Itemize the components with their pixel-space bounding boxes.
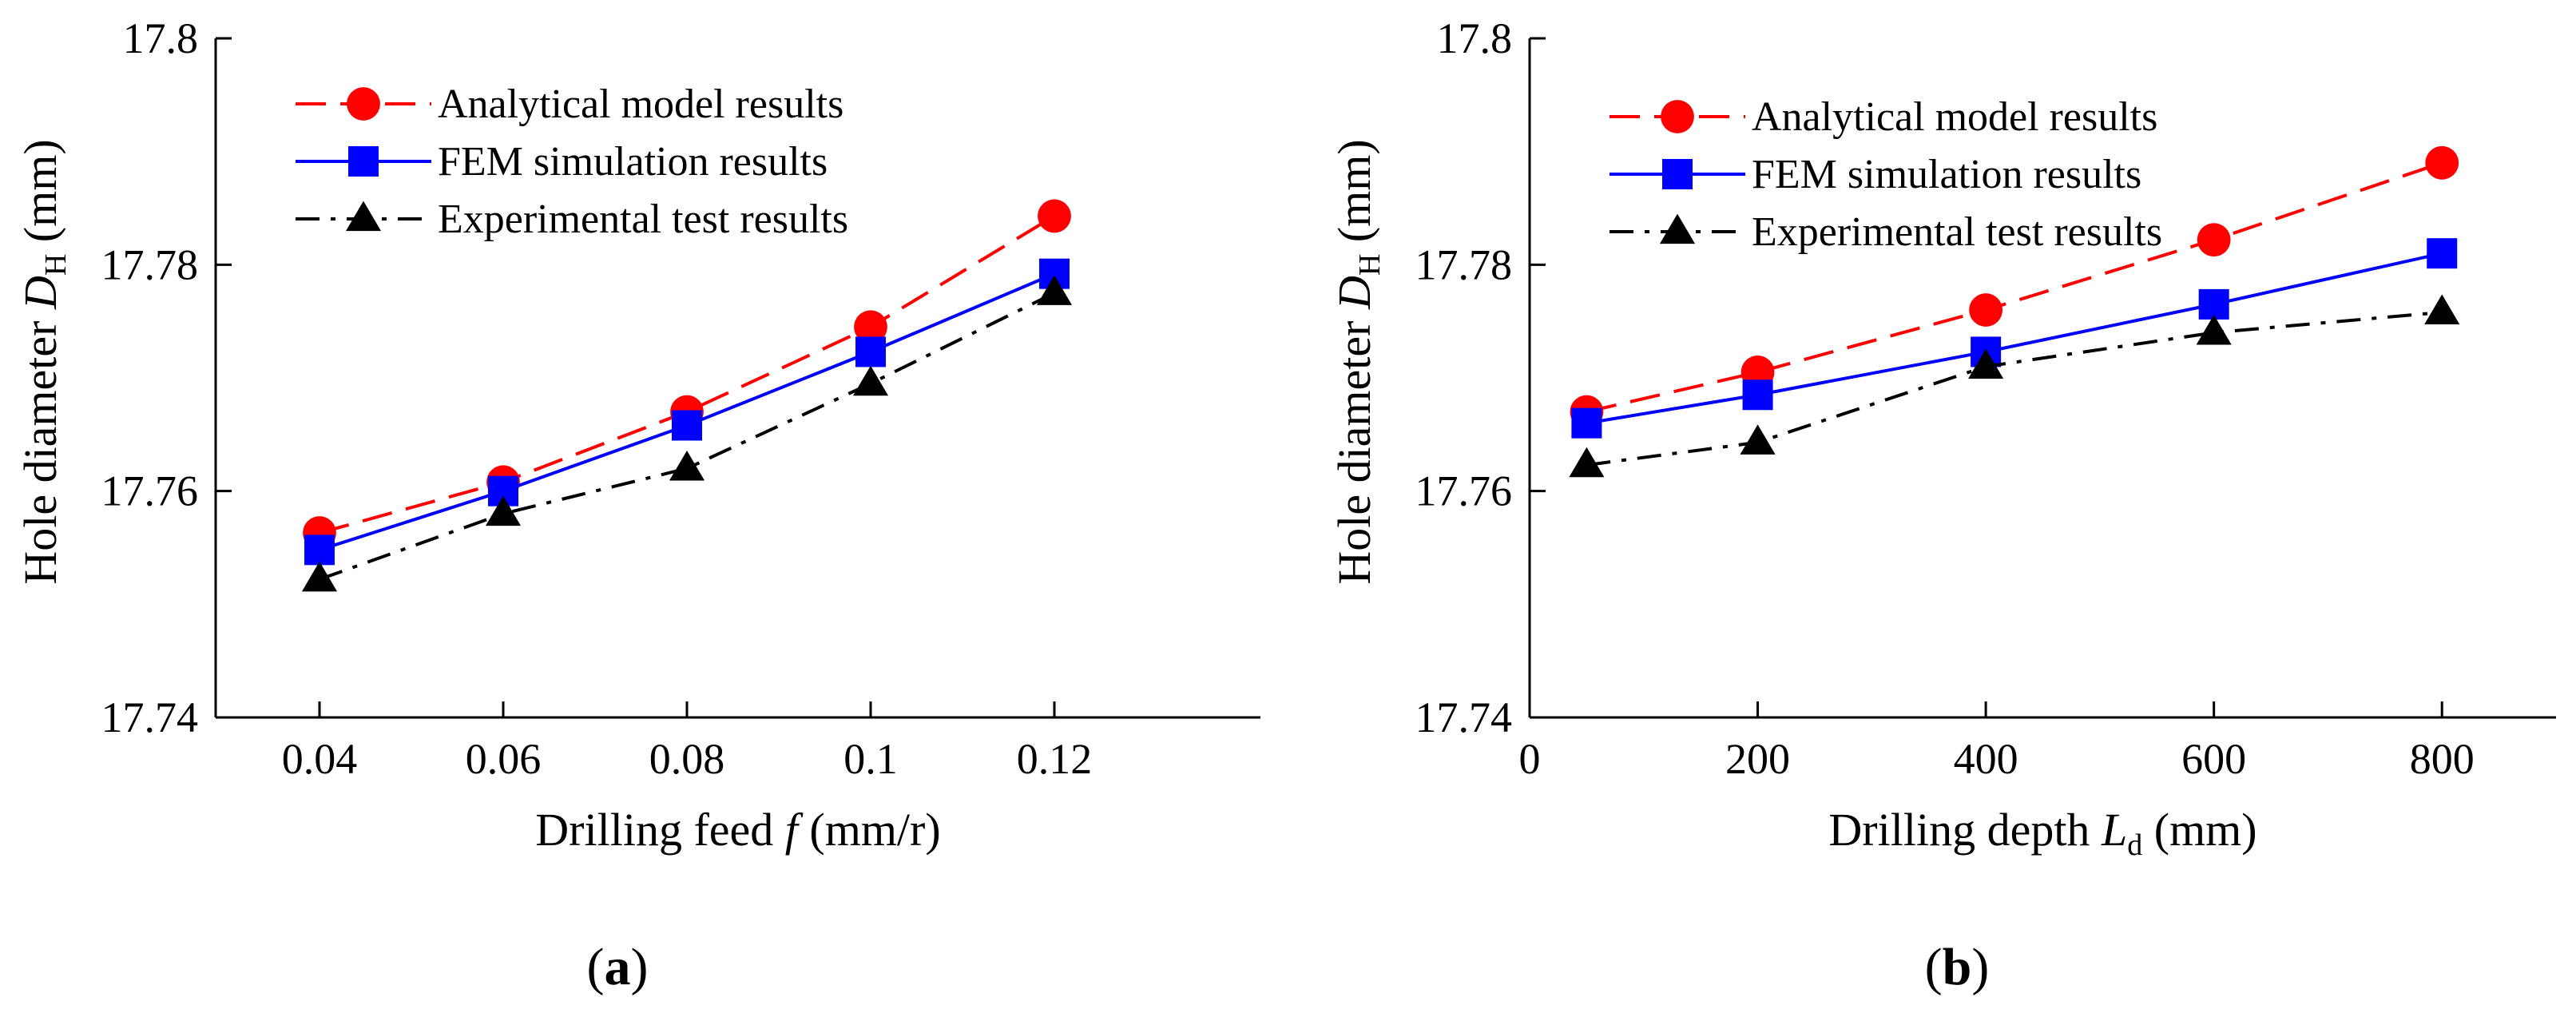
y-axis-title-unit: (mm) (14, 139, 66, 253)
y-axis-title-variable: D (1328, 276, 1380, 310)
y-axis-title-text: Hole diameter (1328, 309, 1380, 585)
panel-caption-close-paren: ) (631, 938, 649, 996)
panel-caption-letter: a (605, 938, 631, 996)
data-point-triangle (485, 495, 522, 526)
y-axis-title-variable: D (14, 276, 66, 310)
data-point-square (304, 534, 335, 566)
data-point-circle (2425, 145, 2459, 180)
data-point-triangle (852, 365, 889, 396)
series-square (1571, 238, 2458, 439)
legend-label: FEM simulation results (1752, 152, 2141, 197)
panel-caption: (a) (587, 938, 649, 996)
x-tick-label: 0 (1519, 735, 1541, 783)
legend-label: FEM simulation results (438, 139, 828, 185)
x-tick-label: 200 (1725, 735, 1790, 783)
x-axis-title-variable: L (2101, 804, 2127, 856)
data-point-triangle (1036, 275, 1073, 305)
x-axis-title-subscript: d (2127, 828, 2142, 862)
y-tick-label: 17.8 (1437, 14, 1513, 62)
x-axis-title-unit: (mm/r) (798, 804, 941, 856)
data-point-circle (1038, 199, 1071, 233)
legend-marker-triangle (1659, 213, 1696, 244)
data-point-square (1571, 407, 1602, 439)
y-axis-title-text: Hole diameter (14, 309, 66, 585)
y-axis-title: Hole diameter DH (mm) (14, 139, 73, 584)
data-point-triangle (1968, 348, 2004, 379)
series-line (319, 214, 1056, 535)
data-point-circle (1969, 293, 2003, 327)
chart-panel-b: 17.74 17.76 17.78 17.8 0 200 400 600 800 Drilling… (1328, 14, 2556, 996)
y-tick-label: 17.74 (1415, 693, 1513, 741)
y-axis-title-subscript: H (1353, 254, 1387, 276)
legend-marker-square (348, 146, 379, 177)
data-point-triangle (669, 450, 705, 481)
data-point-triangle (1740, 424, 1776, 455)
series-line (1586, 310, 2443, 467)
data-point-circle (854, 310, 887, 344)
y-tick-label: 17.78 (101, 240, 199, 288)
data-point-triangle (2196, 314, 2232, 345)
data-point-square (855, 336, 886, 367)
panel-caption-open-paren: ( (587, 938, 605, 996)
legend-label: Experimental test results (1752, 209, 2162, 255)
legend-label: Analytical model results (1752, 94, 2157, 140)
x-tick-label: 0.04 (282, 735, 358, 783)
x-axis-title: Drilling depth Ld (mm) (1828, 804, 2256, 862)
series-circle (303, 199, 1071, 550)
x-tick-label: 0.06 (466, 735, 542, 783)
series-triangle (301, 275, 1073, 592)
y-tick-label: 17.78 (1415, 240, 1513, 288)
y-tick-label: 17.8 (123, 14, 199, 62)
series-triangle (1569, 294, 2460, 478)
legend: Analytical model results FEM simulation r… (296, 81, 848, 242)
series-square (304, 258, 1070, 566)
x-tick-label: 0.1 (843, 735, 898, 783)
y-axis-title: Hole diameter DH (mm) (1328, 139, 1387, 584)
y-axis-title-unit: (mm) (1328, 139, 1380, 253)
x-tick-label: 800 (2410, 735, 2475, 783)
data-point-triangle (2424, 294, 2460, 324)
x-tick-label: 0.12 (1017, 735, 1093, 783)
legend-marker-square (1662, 159, 1693, 189)
legend-marker-circle (1661, 100, 1694, 133)
data-point-triangle (1569, 447, 1605, 478)
legend-label: Analytical model results (438, 81, 843, 127)
data-point-square (2198, 288, 2229, 320)
panel-caption: (b) (1925, 938, 1990, 996)
panel-caption-open-paren: ( (1925, 938, 1943, 996)
legend-label: Experimental test results (438, 197, 848, 242)
data-point-square (1742, 379, 1773, 411)
data-point-square (2427, 238, 2458, 269)
y-tick-label: 17.76 (101, 467, 199, 515)
x-axis-title-text: Drilling depth (1828, 804, 2102, 856)
legend: Analytical model results FEM simulation r… (1610, 94, 2162, 255)
series-line (1586, 252, 2443, 425)
data-point-circle (2197, 223, 2231, 257)
x-axis-title-text: Drilling feed (535, 804, 784, 856)
data-point-triangle (301, 561, 338, 592)
data-point-square (672, 410, 702, 441)
y-tick-label: 17.76 (1415, 467, 1513, 515)
legend-marker-circle (347, 87, 380, 121)
x-tick-label: 400 (1954, 735, 2018, 783)
legend-marker-triangle (345, 201, 382, 232)
panel-caption-close-paren: ) (1971, 938, 1989, 996)
x-tick-label: 600 (2181, 735, 2246, 783)
y-tick-label: 17.74 (101, 693, 199, 741)
chart-panel-a: 17.74 17.76 17.78 17.8 0.04 0.06 0.08 0.1 0.12 Dr… (14, 14, 1260, 996)
x-axis-title-unit: (mm) (2142, 804, 2256, 856)
x-axis-title: Drilling feed f (mm/r) (535, 804, 940, 856)
series-line (1586, 161, 2443, 414)
panel-caption-letter: b (1943, 938, 1972, 996)
y-axis-title-subscript: H (39, 254, 73, 276)
x-tick-label: 0.08 (649, 735, 725, 783)
